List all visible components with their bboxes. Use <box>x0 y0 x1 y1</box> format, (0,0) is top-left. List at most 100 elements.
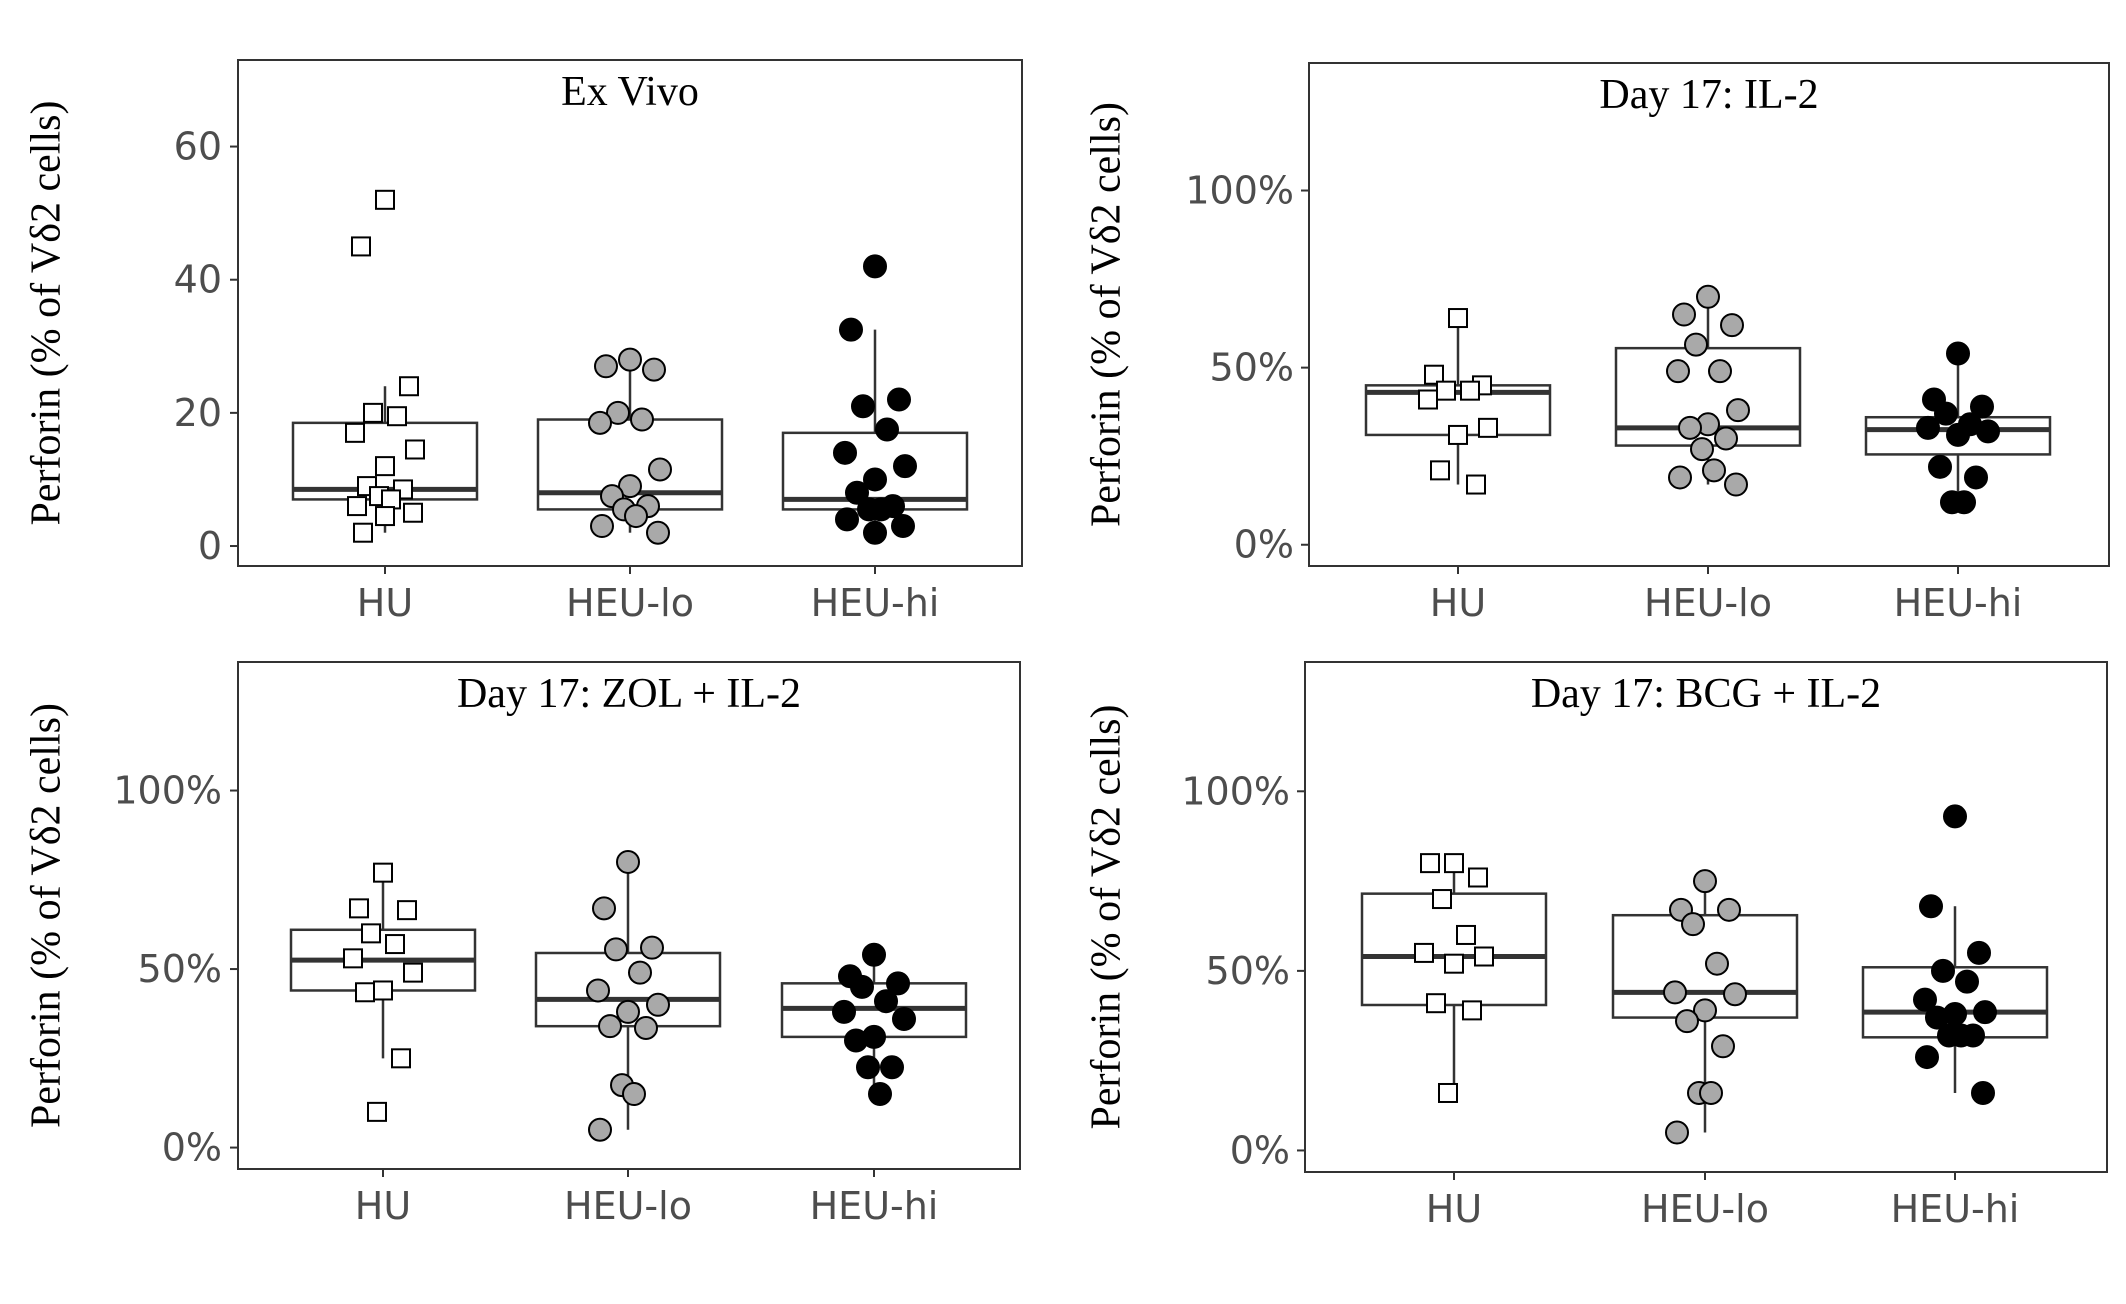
data-point <box>640 935 664 960</box>
data-point <box>874 989 898 1014</box>
data-point <box>646 520 670 545</box>
x-tick-label-hu: HU <box>357 581 413 625</box>
data-point <box>586 978 610 1003</box>
data-point <box>1672 302 1696 327</box>
data-point <box>616 999 640 1024</box>
box-group-heu-hi <box>1861 804 2049 1105</box>
data-point <box>1952 490 1976 515</box>
data-point <box>892 1007 916 1032</box>
data-point <box>361 923 381 944</box>
x-tick-label-hu: HU <box>355 1184 411 1228</box>
data-point <box>373 862 393 883</box>
box <box>534 951 722 1028</box>
box-group-heu-hi <box>780 942 968 1107</box>
data-point <box>1913 987 1937 1012</box>
data-point <box>1444 953 1464 974</box>
data-point <box>1414 942 1434 963</box>
y-axis-label: Perforin (% of Vδ2 cells) <box>24 703 70 1128</box>
data-point <box>1675 1009 1699 1034</box>
data-point <box>1418 389 1438 410</box>
y-axis-label: Perforin (% of Vδ2 cells) <box>1084 102 1130 527</box>
data-point <box>1943 804 1967 829</box>
data-point <box>1925 1005 1949 1030</box>
data-point <box>1666 359 1690 384</box>
y-tick-label: 0 <box>198 524 222 568</box>
data-point <box>1438 1082 1458 1103</box>
data-point <box>397 900 417 921</box>
data-point <box>1448 424 1468 445</box>
y-tick-label: 100% <box>1181 769 1290 813</box>
data-point <box>1663 980 1687 1005</box>
data-point <box>648 457 672 482</box>
x-tick-label-heu-hi: HEU-hi <box>1894 581 2023 625</box>
panel-title: Day 17: BCG + IL-2 <box>1531 671 1881 717</box>
box-group-hu <box>291 189 479 543</box>
data-point <box>355 982 375 1003</box>
data-point <box>844 1028 868 1053</box>
data-point <box>646 992 670 1017</box>
data-point <box>1955 969 1979 994</box>
y-tick-label: 0% <box>1234 523 1294 567</box>
data-point <box>845 480 869 505</box>
data-point <box>1430 460 1450 481</box>
data-point <box>403 502 423 523</box>
data-point <box>891 514 915 539</box>
data-point <box>1711 1034 1735 1059</box>
y-axis-label: Perforin (% of Vδ2 cells) <box>1084 705 1130 1130</box>
x-tick-label-hu: HU <box>1430 581 1486 625</box>
data-point <box>405 439 425 460</box>
data-point <box>1916 415 1940 440</box>
data-point <box>1976 419 2000 444</box>
data-point <box>1946 422 1970 447</box>
y-tick-label: 60 <box>174 125 222 169</box>
panel-title: Day 17: ZOL + IL-2 <box>457 671 801 717</box>
data-point <box>381 489 401 510</box>
box <box>1360 892 1548 1007</box>
data-point <box>343 948 363 969</box>
box-group-hu <box>1364 308 1552 495</box>
data-point <box>1720 313 1744 338</box>
data-point <box>875 417 899 442</box>
data-point <box>630 407 654 432</box>
y-tick-label: 0% <box>1230 1128 1290 1172</box>
data-point <box>868 1082 892 1107</box>
data-point <box>1432 889 1452 910</box>
data-point <box>862 942 886 967</box>
panel-title: Day 17: IL-2 <box>1599 72 1818 118</box>
data-point <box>375 456 395 477</box>
data-point <box>1724 472 1748 497</box>
data-point <box>375 506 395 527</box>
data-point <box>349 898 369 919</box>
data-point <box>399 376 419 397</box>
data-point <box>385 934 405 955</box>
box-group-heu-lo <box>1614 284 1802 497</box>
data-point <box>1426 993 1446 1014</box>
box-group-heu-hi <box>1864 341 2052 515</box>
x-tick-label-heu-lo: HEU-lo <box>564 1184 692 1228</box>
data-point <box>345 422 365 443</box>
data-point <box>833 440 857 465</box>
data-point <box>387 406 407 427</box>
data-point <box>347 496 367 517</box>
data-point <box>1444 853 1464 874</box>
y-tick-label: 50% <box>1206 949 1290 993</box>
data-point <box>886 971 910 996</box>
panel-day17-bcg-il2: Day 17: BCG + IL-2 Perforin (% of Vδ2 cel… <box>1084 661 2108 1231</box>
data-point <box>1681 912 1705 937</box>
panel-day17-il2: Day 17: IL-2 Perforin (% of Vδ2 cells) 0% 5… <box>1084 62 2110 625</box>
x-tick-label-heu-lo: HEU-lo <box>566 581 694 625</box>
data-point <box>832 999 856 1024</box>
data-point <box>622 1082 646 1107</box>
data-point <box>1723 982 1747 1007</box>
data-point <box>1726 398 1750 423</box>
y-tick-label: 50% <box>1210 346 1294 390</box>
data-point <box>1665 1120 1689 1145</box>
data-point <box>616 849 640 874</box>
data-point <box>1456 924 1476 945</box>
data-point <box>1934 401 1958 426</box>
y-tick-label: 100% <box>1185 169 1294 213</box>
x-tick-label-hu: HU <box>1426 1187 1482 1231</box>
data-point <box>588 410 612 435</box>
data-point <box>1690 437 1714 462</box>
data-point <box>594 354 618 379</box>
